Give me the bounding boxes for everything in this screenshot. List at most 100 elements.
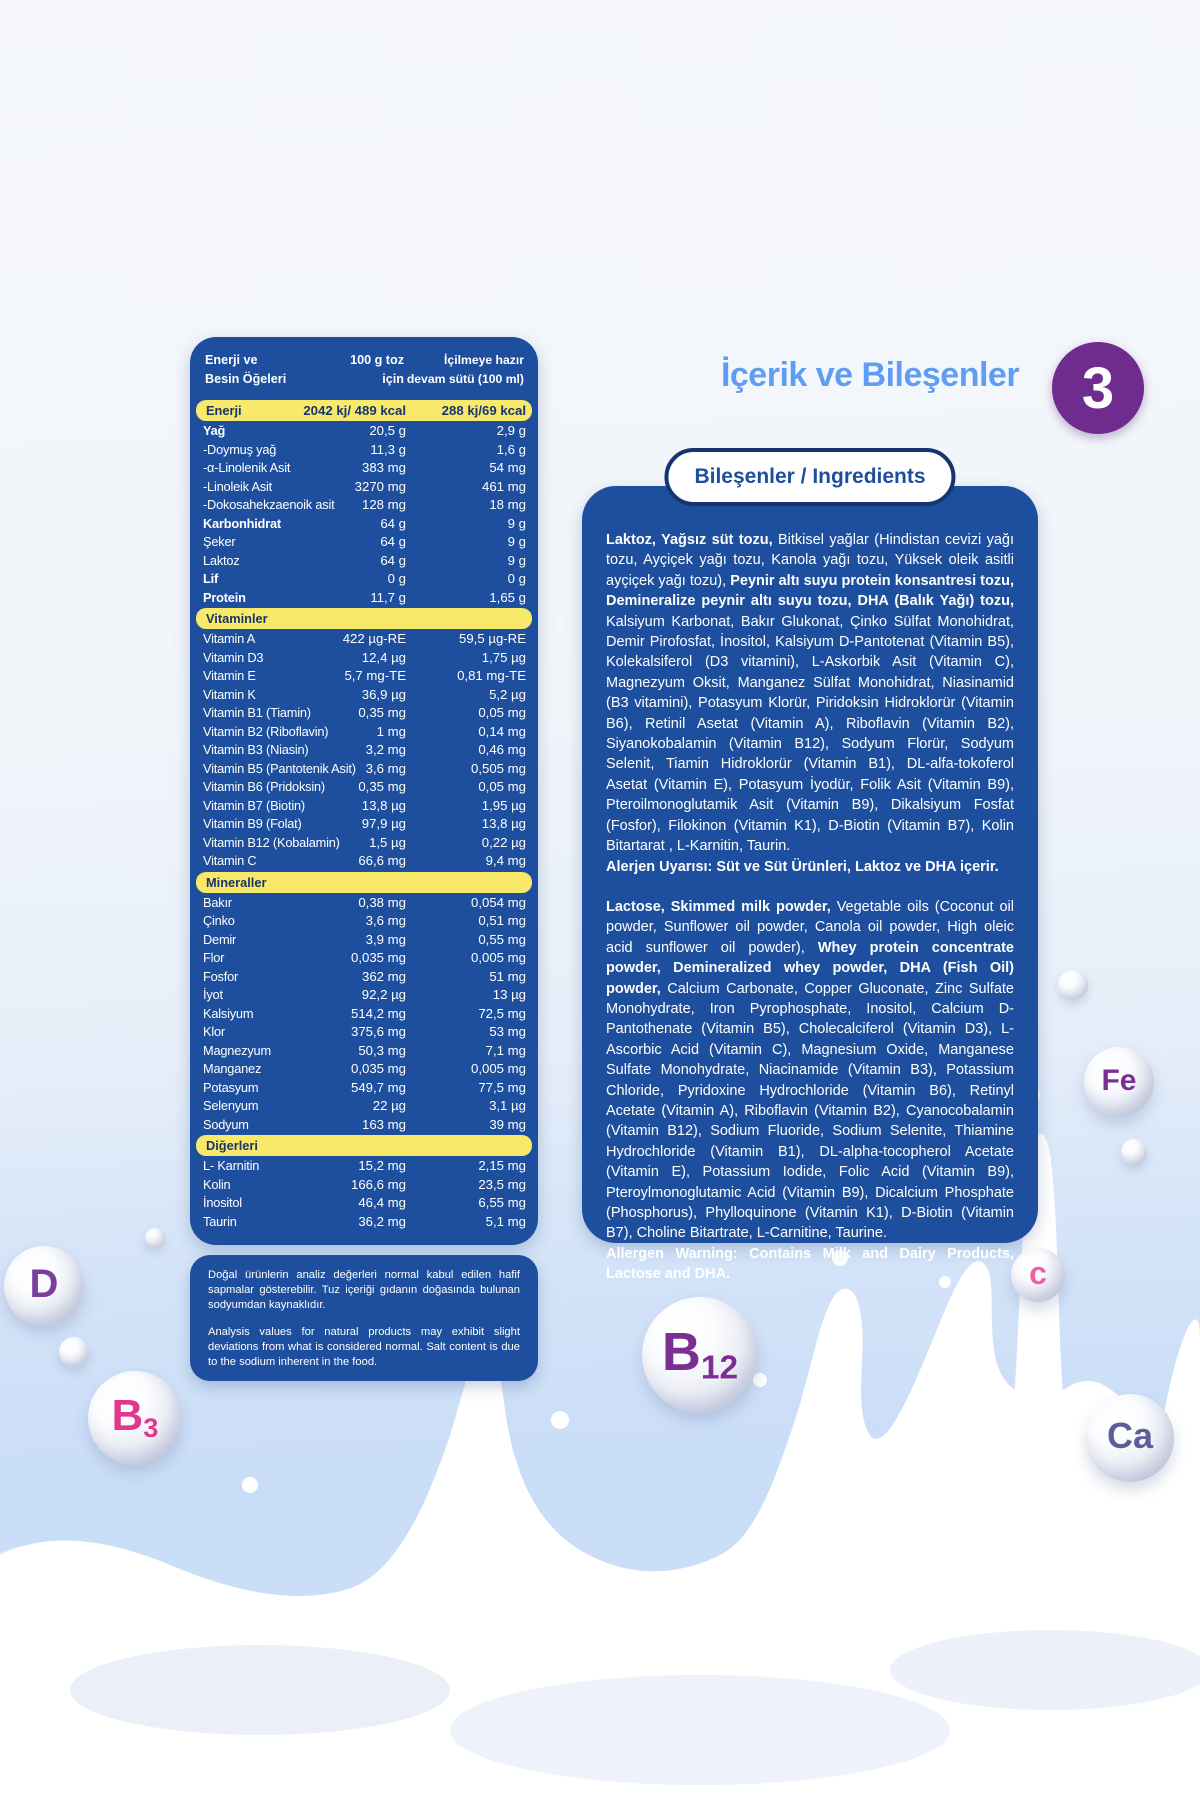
disclaimer-box: Doğal ürünlerin analiz değerleri normal … [190,1255,538,1381]
table-cell: 0,55 mg [478,931,526,947]
table-cell: Karbonhidrat [203,515,281,531]
section-number-badge: 3 [1052,342,1144,434]
table-row: İnositol 46,4 mg 6,55 mg [200,1194,528,1213]
table-cell: İyot [203,987,223,1002]
nutrition-table: Enerji ve Besin Öğeleri 100 g toz için İ… [190,337,538,1245]
table-cell: 0,054 mg [471,894,526,910]
milk-droplet [1121,1139,1147,1165]
table-row: Kalsiyum 514,2 mg 72,5 mg [200,1005,528,1024]
table-cell: Sodyum [203,1116,249,1132]
table-cell: 375,6 mg [351,1024,406,1039]
table-cell: 128 mg [362,497,406,512]
vitamin-ball-b3-label: B3 [111,1391,159,1444]
header-per-100g-column: 100 g toz için [350,353,404,386]
disclaimer-turkish: Doğal ürünlerin analiz değerleri normal … [208,1269,520,1311]
disclaimer-english: Analysis values for natural products may… [208,1326,520,1368]
table-cell: 514,2 mg [351,1005,406,1021]
table-cell: -α-Linolenik Asit [203,460,291,475]
table-cell: 1,95 µg [481,797,526,813]
table-cell: 92,2 µg [361,987,406,1002]
table-cell: Vitamin B3 (Niasin) [203,742,309,757]
table-cell: 22 µg [372,1098,406,1113]
table-cell: 20,5 g [369,423,406,438]
table-cell: 163 mg [362,1116,406,1132]
table-cell: 23,5 mg [478,1176,526,1192]
table-cell: Vitamin K [203,686,256,702]
table-cell: 51 mg [489,968,526,984]
ingredients-text: Laktoz, Yağsız süt tozu, Bitkisel yağlar… [606,530,1014,1285]
table-cell: 383 mg [362,460,406,475]
milk-splash [0,1085,1200,1800]
milk-droplet [1058,970,1088,1000]
header-ready-to-drink-column: İçilmeye hazır devam sütü (100 ml) [406,353,524,386]
table-row: Vitamin E 5,7 mg-TE 0,81 mg-TE [200,667,528,686]
table-cell: 3,6 mg [365,913,406,928]
table-row: Magnezyum 50,3 mg 7,1 mg [200,1042,528,1061]
table-cell: 0,05 mg [478,779,526,794]
table-cell: 5,7 mg-TE [344,668,406,683]
table-cell: 0 g [387,571,406,586]
table-cell: Vitamin C [203,853,257,868]
table-row: İyot 92,2 µg 13 µg [200,986,528,1005]
table-cell: Taurin [203,1213,237,1229]
table-cell: 3,1 µg [489,1098,526,1113]
nutrition-rows: Enerji 2042 kj/ 489 kcal 288 kj/69 kcal Yağ… [196,400,532,1231]
table-cell: 0,46 mg [478,742,526,757]
table-row: Fosfor 362 mg 51 mg [200,968,528,987]
table-cell: Kolin [203,1176,231,1192]
table-row: Vitamin B12 (Kobalamin) 1,5 µg 0,22 µg [200,834,528,853]
table-cell: 9 g [507,552,526,568]
milk-droplet [145,1228,165,1248]
table-cell: 0,81 mg-TE [457,668,526,683]
table-cell: Vitamin D3 [203,649,264,665]
table-cell: 362 mg [362,968,406,984]
table-cell: 0,35 mg [358,705,406,720]
table-cell: Protein [203,589,246,605]
nutrition-table-header: Enerji ve Besin Öğeleri 100 g toz için İ… [202,351,526,393]
table-row: Yağ 20,5 g 2,9 g [200,422,528,441]
table-row: Karbonhidrat 64 g 9 g [200,515,528,534]
vitamin-ball-b12: B12 [642,1297,758,1413]
table-cell: 3270 mg [354,478,406,494]
ingredient-segment: Vegetable oils (Coconut oil powder, Sunf… [606,898,1014,956]
table-cell: 50,3 mg [358,1042,406,1058]
table-cell: Magnezyum [203,1042,271,1058]
table-cell: 18 mg [489,497,526,512]
ingredient-segment-bold: Peynir altı suyu protein konsantresi toz… [606,572,1014,610]
table-cell: 3,2 mg [365,742,406,757]
table-cell: 39 mg [489,1116,526,1132]
ingredient-segment-bold: Alerjen Uyarısı: Süt ve Süt Ürünleri, La… [606,858,999,875]
table-cell: Fosfor [203,968,239,984]
table-cell: Potasyum [203,1079,259,1095]
table-row: -α-Linolenik Asit 383 mg 54 mg [200,459,528,478]
header-nutrients-column: Enerji ve Besin Öğeleri [205,353,287,386]
table-cell: 288 kj/69 kcal [441,403,526,418]
table-cell: 3,6 mg [365,760,406,776]
table-cell: 36,2 mg [358,1213,406,1229]
table-cell: 0 g [507,571,526,586]
ingredient-segment: Bitkisel yağlar (Hindistan cevizi yağı t… [606,532,1014,589]
table-cell: Vitamin B6 (Pridoksin) [203,779,325,794]
table-row: -Doymuş yağ 11,3 g 1,6 g [200,441,528,460]
table-cell: Lif [203,571,219,586]
table-cell: 1,5 µg [369,834,406,850]
table-cell: L- Karnitin [203,1158,260,1173]
table-cell: 9 g [507,534,526,549]
table-cell: 166,6 mg [351,1176,406,1192]
table-row: Vitamin B5 (Pantotenik Asit) 3,6 mg 0,505 … [200,760,528,779]
table-cell: 3,9 mg [365,931,406,947]
table-row: Lif 0 g 0 g [200,570,528,589]
table-cell: 2,15 mg [478,1158,526,1173]
table-cell: Yağ [203,423,226,438]
table-cell: 12,4 µg [361,649,406,665]
table-row: Demir 3,9 mg 0,55 mg [200,931,528,950]
mineral-ball-fe-label: Fe [1101,1063,1137,1097]
table-row: Laktoz 64 g 9 g [200,552,528,571]
table-cell: 0,05 mg [478,705,526,720]
table-cell: Vitamin B2 (Riboflavin) [203,723,329,739]
table-row: Şeker 64 g 9 g [200,533,528,552]
vitamin-ball-b3: B3 [88,1371,182,1465]
table-cell: 2042 kj/ 489 kcal [303,403,406,418]
table-cell: 1,65 g [489,589,526,605]
